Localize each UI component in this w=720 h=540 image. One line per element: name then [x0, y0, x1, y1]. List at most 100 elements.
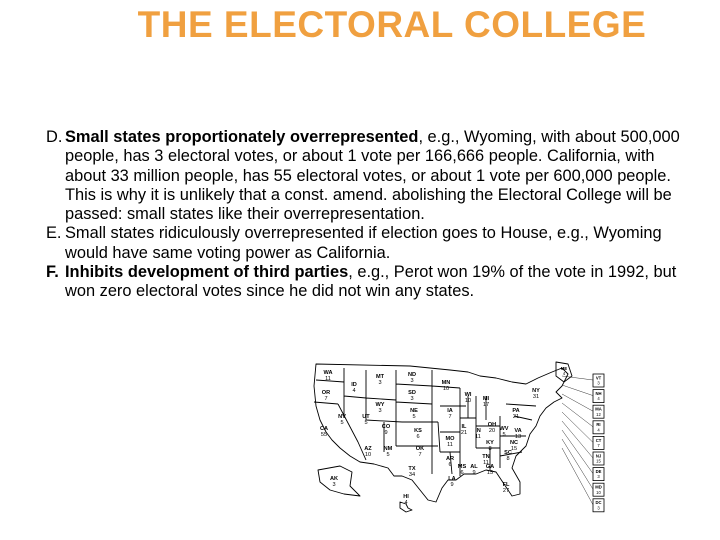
small-state-abbr-de: DE	[596, 469, 602, 474]
state-votes-ms: 6	[460, 470, 463, 476]
state-abbr-mt: MT	[376, 374, 385, 380]
state-abbr-az: AZ	[364, 446, 372, 452]
state-abbr-mi: MI	[483, 396, 490, 402]
state-abbr-ne: NE	[410, 408, 418, 414]
state-abbr-mn: MN	[442, 380, 451, 386]
leader-line-ma	[561, 393, 594, 412]
state-votes-ny: 31	[533, 394, 539, 400]
leader-line-md	[561, 438, 594, 490]
small-state-abbr-ma: MA	[595, 407, 602, 412]
state-abbr-ca: CA	[320, 426, 328, 432]
point-f: F. Inhibits development of third parties…	[46, 263, 686, 302]
point-text: Small states ridiculously overrepresente…	[65, 224, 686, 263]
state-abbr-tx: TX	[408, 466, 415, 472]
state-abbr-ny: NY	[532, 388, 540, 394]
small-state-votes-ri: 4	[597, 427, 600, 432]
state-votes-wa: 11	[325, 376, 331, 382]
leader-line-nj	[561, 420, 594, 459]
state-votes-in: 11	[475, 434, 481, 440]
state-abbr-nm: NM	[384, 446, 393, 452]
body-text: D. Small states proportionately overrepr…	[46, 128, 686, 302]
state-votes-az: 10	[365, 452, 371, 458]
state-votes-oh: 20	[489, 428, 495, 434]
slide-title: THE ELECTORAL COLLEGE	[137, 4, 647, 45]
point-detail: , e.g., Wyoming, with about 500,000 peop…	[65, 128, 680, 224]
small-state-votes-md: 10	[596, 490, 601, 495]
state-votes-hi: 4	[404, 500, 407, 506]
state-votes-ut: 5	[364, 420, 367, 426]
state-votes-al: 9	[472, 470, 475, 476]
state-votes-ky: 8	[488, 446, 491, 452]
state-abbr-in: IN	[475, 428, 481, 434]
point-d: D. Small states proportionately overrepr…	[46, 128, 686, 224]
state-votes-mo: 11	[447, 442, 453, 448]
state-abbr-wa: WA	[323, 370, 332, 376]
state-abbr-mo: MO	[445, 436, 455, 442]
state-abbr-hi: HI	[403, 494, 409, 500]
state-abbr-sc: SC	[504, 450, 512, 456]
state-votes-sc: 8	[506, 456, 509, 462]
small-state-box-de	[592, 467, 605, 481]
small-state-votes-dc: 3	[597, 505, 600, 510]
state-abbr-nc: NC	[510, 440, 518, 446]
state-abbr-pa: PA	[512, 408, 519, 414]
state-abbr-nv: NV	[338, 414, 346, 420]
state-abbr-co: CO	[382, 424, 391, 430]
small-state-box-dc	[592, 498, 605, 513]
state-votes-wi: 10	[465, 398, 471, 404]
state-votes-me: 4	[563, 371, 566, 376]
point-detail-continued: would have same voting power as Californ…	[65, 243, 391, 262]
point-text: Small states proportionately overreprese…	[65, 128, 686, 224]
small-state-abbr-vt: VT	[596, 375, 602, 380]
state-votes-co: 9	[384, 430, 387, 436]
small-state-box-vt	[592, 373, 605, 388]
state-abbr-or: OR	[322, 390, 330, 396]
point-detail: , e.g., Perot won 19% of the vote in 199…	[65, 263, 677, 301]
state-votes-ar: 6	[448, 462, 451, 468]
point-marker: F.	[46, 263, 59, 282]
small-state-votes-nh: 4	[597, 396, 600, 401]
state-votes-il: 21	[461, 430, 467, 436]
state-abbr-ms: MS	[458, 464, 467, 470]
state-votes-wy: 3	[378, 408, 381, 414]
state-votes-sd: 3	[410, 396, 413, 402]
small-state-box-md	[592, 482, 605, 497]
state-votes-tx: 34	[409, 472, 415, 478]
state-abbr-ar: AR	[446, 456, 454, 462]
small-state-abbr-md: MD	[595, 485, 602, 490]
state-votes-wv: 5	[502, 432, 505, 438]
point-heading: Small states proportionately overreprese…	[65, 128, 419, 146]
state-abbr-nd: ND	[408, 372, 416, 378]
leader-line-ri	[561, 402, 594, 427]
point-text: Inhibits development of third parties, e…	[65, 263, 686, 302]
leader-line-vt	[561, 375, 594, 381]
small-state-abbr-nh: NH	[595, 391, 601, 396]
small-state-abbr-ri: RI	[596, 422, 600, 427]
state-votes-va: 13	[515, 434, 521, 440]
state-abbr-ut: UT	[362, 414, 370, 420]
state-abbr-oh: OH	[488, 422, 496, 428]
leader-line-nh	[561, 384, 594, 396]
state-abbr-wi: WI	[465, 392, 472, 398]
state-abbr-me: ME	[561, 366, 567, 371]
small-state-box-ri	[592, 420, 605, 435]
small-state-box-nj	[592, 451, 605, 466]
state-votes-ok: 7	[418, 452, 421, 458]
state-abbr-tn: TN	[482, 454, 489, 460]
small-state-votes-nj: 15	[596, 459, 601, 464]
state-votes-la: 9	[450, 482, 453, 488]
state-votes-ne: 5	[412, 414, 415, 420]
small-state-votes-vt: 3	[597, 381, 600, 386]
point-e: E. Small states ridiculously overreprese…	[46, 224, 686, 263]
state-abbr-wy: WY	[375, 402, 384, 408]
point-detail: Small states ridiculously overrepresente…	[65, 224, 662, 243]
electoral-vote-map: WA 11 OR 7 CA 55 ID 4 NV 5 MT 3 WY 3 UT 5 AZ 10 CO 9 NM 5 ND 3 S…	[300, 356, 610, 516]
state-votes-ia: 7	[448, 414, 451, 420]
state-abbr-ks: KS	[414, 428, 422, 434]
state-votes-mt: 3	[378, 380, 381, 386]
leader-line-ct	[561, 411, 594, 443]
state-votes-mn: 10	[443, 386, 449, 392]
state-abbr-ky: KY	[486, 440, 494, 446]
state-votes-mi: 17	[483, 402, 489, 408]
small-state-abbr-ct: CT	[596, 438, 602, 443]
